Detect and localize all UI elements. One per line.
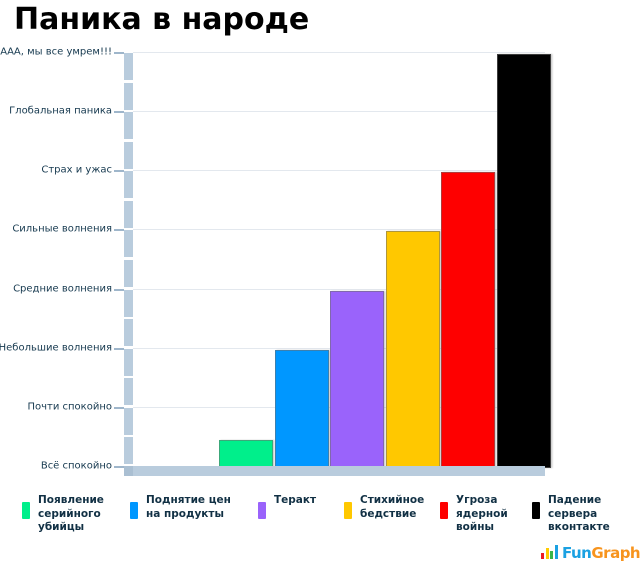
legend-color-swatch [440,502,448,519]
legend-color-swatch [130,502,138,519]
y-axis-segment [124,378,133,406]
y-axis-segment [124,53,133,81]
plot-area [133,52,551,468]
y-axis-label: Небольшие волнения [0,342,112,354]
x-axis-origin-cap [124,466,133,476]
y-axis-label: Сильные волнения [12,223,112,235]
x-axis [124,466,545,476]
legend-color-swatch [532,502,540,519]
gridline [133,52,545,53]
y-axis-label: Страх и ужас [41,164,112,176]
y-axis-segment [124,171,133,199]
y-axis-labels: Всё спокойно Почти спокойно Небольшие волн… [0,47,112,472]
y-axis-segment [124,348,133,376]
y-axis-segment [124,230,133,258]
y-axis-segment [124,319,133,347]
y-axis-segment [124,407,133,435]
y-axis-tick [114,406,124,409]
fungraph-wordmark: FunGraph [562,546,640,561]
y-axis-segment [124,112,133,140]
watermark-bar [550,551,553,559]
y-axis-label: Всё спокойно [40,460,112,472]
legend-color-swatch [344,502,352,519]
gridline [133,170,545,172]
legend-color-swatch [258,502,266,519]
legend-label: Поднятие цен на продукты [146,494,231,520]
y-axis-tick [114,466,124,468]
y-axis-tick [114,288,124,291]
legend-label: Теракт [274,494,317,506]
legend-label: Падение сервера вконтакте [548,494,610,533]
legend-label: Угроза ядерной войны [456,494,508,533]
bar-chart-icon [541,545,559,559]
legend-item[interactable]: Поднятие цен на продукты [130,494,231,521]
page-title: Паника в народе [14,2,310,37]
watermark-bar [545,548,549,559]
gridline [133,229,545,231]
bar [496,54,551,468]
y-axis-segment [124,82,133,110]
y-axis-segment [124,141,133,169]
y-axis-label: Глобальная паника [9,105,112,117]
y-axis-label: Почти спокойно [27,401,112,413]
gridline [133,288,545,290]
y-axis-tick [114,229,124,232]
legend-color-swatch [22,502,30,519]
legend-item[interactable]: Угроза ядерной войны [440,494,508,535]
y-axis-label: ААА, мы все умрем!!! [0,46,112,58]
bar [441,172,495,468]
legend-item[interactable]: Появление серийного убийцы [22,494,104,535]
y-axis-tick [114,52,124,54]
y-axis-segment [124,437,133,465]
legend-item[interactable]: Стихийное бедствие [344,494,424,521]
legend-item[interactable]: Падение сервера вконтакте [532,494,610,535]
bar [385,231,440,468]
fungraph-wordmark-graph: Graph [591,544,640,562]
gridline [133,111,545,113]
y-axis-tick [114,170,124,173]
y-axis [124,52,133,468]
fungraph-wordmark-fun: Fun [562,544,592,562]
legend-item[interactable]: Теракт [258,494,316,519]
y-axis-segment [124,200,133,228]
y-axis-segment [124,260,133,288]
y-axis-tick [114,347,124,350]
y-axis-tick [114,111,124,114]
fungraph-watermark: FunGraph [541,540,640,561]
bar [219,440,273,468]
chart-legend: Появление серийного убийцы Поднятие цен н… [0,494,640,565]
y-axis-segment [124,289,133,317]
watermark-bar [554,545,558,559]
legend-label: Стихийное бедствие [360,494,425,520]
bar [274,349,329,468]
watermark-bar [541,553,544,559]
bar [330,290,384,468]
legend-label: Появление серийного убийцы [38,494,104,533]
y-axis-label: Средние волнения [13,283,112,295]
